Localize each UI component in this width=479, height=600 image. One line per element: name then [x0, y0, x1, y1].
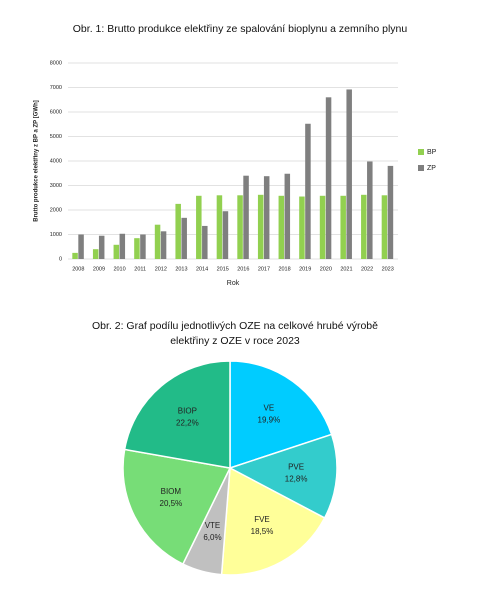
y-tick-label: 7000 — [50, 85, 62, 91]
x-axis-label: Rok — [227, 280, 240, 287]
bar — [113, 244, 120, 259]
x-tick-label: 2018 — [278, 266, 290, 272]
bar — [154, 224, 161, 259]
legend-swatch — [418, 149, 424, 155]
slice-label: BIOM — [161, 487, 182, 496]
x-tick-label: 2017 — [258, 266, 270, 272]
bar — [160, 231, 167, 259]
x-tick-label: 2021 — [340, 266, 352, 272]
x-tick-label: 2015 — [217, 266, 229, 272]
bar — [299, 196, 305, 259]
bar — [92, 249, 99, 259]
x-tick-label: 2023 — [382, 266, 394, 272]
bar — [72, 252, 78, 259]
slice-label: BIOP — [178, 406, 197, 415]
bar — [278, 195, 285, 259]
bar — [340, 195, 346, 259]
bar — [216, 195, 223, 259]
slice-label: FVE — [254, 515, 270, 524]
bar — [78, 234, 84, 259]
legend-swatch — [418, 165, 424, 171]
bar — [140, 234, 146, 259]
bar — [222, 211, 229, 259]
bar — [196, 195, 202, 259]
chart-title: Obr. 1: Brutto produkce elektřiny ze spa… — [72, 23, 408, 35]
bar — [263, 176, 270, 259]
bar — [175, 203, 181, 259]
x-tick-label: 2022 — [361, 266, 373, 272]
pie-slice — [220, 466, 326, 576]
bar — [367, 161, 373, 259]
x-tick-label: 2020 — [320, 266, 332, 272]
y-tick-label: 1000 — [50, 232, 62, 238]
slice-value: 12,8% — [285, 475, 308, 484]
y-tick-label: 4000 — [50, 158, 62, 164]
slice-value: 20,5% — [160, 499, 183, 508]
y-tick-label: 0 — [59, 256, 62, 262]
bar — [257, 194, 264, 259]
x-tick-label: 2016 — [237, 266, 249, 272]
bar — [284, 173, 291, 259]
pie-slice — [122, 448, 232, 566]
legend-label: ZP — [427, 165, 436, 172]
bar — [202, 225, 208, 259]
bar — [134, 238, 140, 259]
slice-value: 22,2% — [176, 418, 199, 427]
bar — [237, 195, 243, 259]
y-tick-label: 3000 — [50, 183, 62, 189]
x-tick-label: 2008 — [72, 266, 84, 272]
slice-label: PVE — [288, 463, 304, 472]
bar — [98, 235, 105, 259]
bar — [387, 165, 394, 259]
bar — [319, 195, 326, 259]
bar — [243, 175, 249, 259]
legend-label: BP — [427, 149, 437, 156]
y-tick-label: 2000 — [50, 207, 62, 213]
slice-label: VTE — [205, 521, 221, 530]
x-tick-label: 2012 — [155, 266, 167, 272]
x-tick-label: 2014 — [196, 266, 208, 272]
bar — [119, 233, 126, 259]
slice-value: 18,5% — [251, 527, 274, 536]
bar — [381, 195, 388, 259]
bar — [346, 89, 352, 260]
bar — [325, 97, 332, 259]
x-tick-label: 2011 — [134, 266, 146, 272]
x-tick-label: 2013 — [175, 266, 187, 272]
pie-slice — [123, 360, 231, 469]
slice-value: 6,0% — [203, 533, 221, 542]
y-tick-label: 6000 — [50, 109, 62, 115]
bar — [361, 194, 367, 259]
x-tick-label: 2009 — [93, 266, 105, 272]
x-tick-label: 2010 — [113, 266, 125, 272]
y-axis-label: Brutto produkce elektřiny z BP a ZP [GWh… — [34, 100, 40, 221]
x-tick-label: 2019 — [299, 266, 311, 272]
pie-slice — [228, 433, 338, 519]
y-tick-label: 8000 — [50, 60, 62, 66]
y-tick-label: 5000 — [50, 134, 62, 140]
slice-label: VE — [264, 403, 275, 412]
chart-title: Obr. 2: Graf podílu jednotlivých OZE na … — [92, 320, 378, 347]
pie-slice — [229, 360, 333, 470]
slice-value: 19,9% — [258, 415, 281, 424]
bar — [181, 217, 187, 259]
bar — [305, 123, 311, 259]
